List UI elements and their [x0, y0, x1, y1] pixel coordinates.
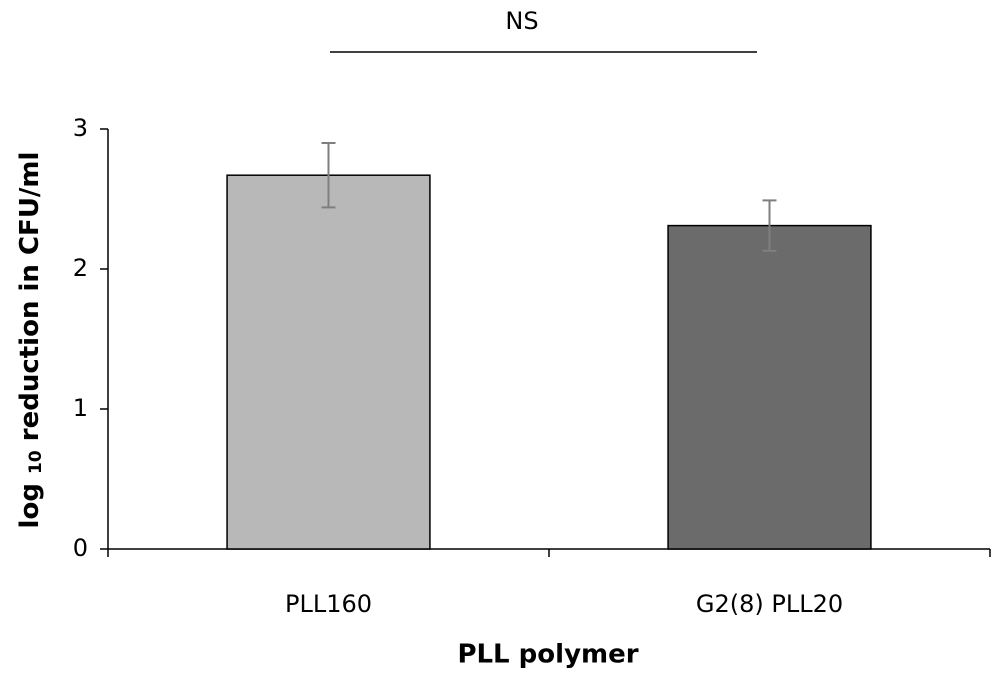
x-axis-label: PLL polymer — [457, 640, 638, 670]
x-tick-label: PLL160 — [285, 590, 372, 618]
y-tick-label: 0 — [73, 534, 88, 562]
x-tick-label: G2(8) PLL20 — [696, 590, 843, 618]
y-tick-label: 2 — [73, 254, 88, 282]
y-tick-label: 1 — [73, 394, 88, 422]
y-label-prefix: log — [15, 483, 45, 528]
y-tick-label: 3 — [73, 114, 88, 142]
bar — [226, 174, 431, 550]
bar — [667, 224, 872, 550]
y-axis-label: log 10 reduction in CFU/ml — [15, 152, 51, 529]
y-label-text: reduction in CFU/ml — [15, 152, 45, 442]
significance-label: NS — [505, 7, 538, 35]
y-label-subscript: 10 — [26, 450, 46, 474]
